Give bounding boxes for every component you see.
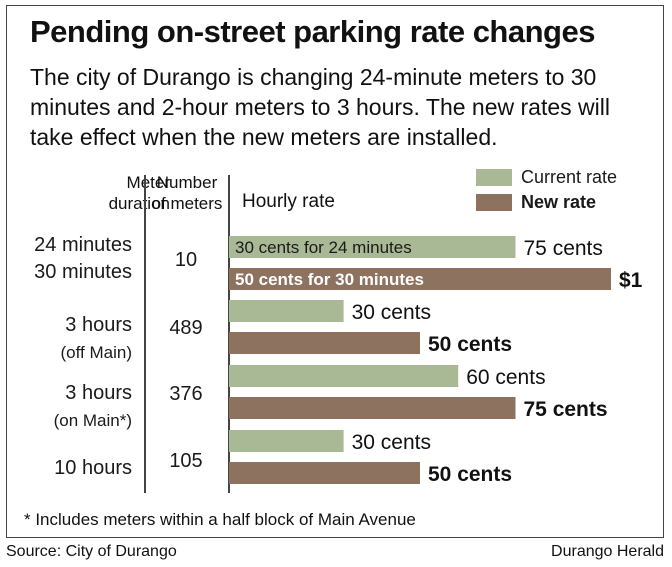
row-meter-count: 105 [169, 450, 203, 472]
row-meter-count: 489 [169, 317, 203, 339]
value-label-current: 75 cents [524, 237, 603, 260]
legend-label-current: Current rate [521, 167, 618, 187]
header-number-of-meters: Number of meters [146, 172, 228, 214]
bar-inner-label: 30 cents for 24 minutes [235, 238, 412, 257]
row-duration: 3 hours (off Main) [20, 312, 133, 366]
legend-swatch-new [476, 194, 512, 211]
publisher-credit: Durango Herald [551, 543, 664, 560]
chart-subtitle: The city of Durango is changing 24-minut… [30, 64, 610, 150]
bar-new-rate [229, 462, 420, 484]
row-duration-line2: 30 minutes [34, 261, 132, 283]
footnote: * Includes meters within a half block of… [24, 510, 416, 529]
bar-current-rate [229, 236, 516, 258]
row-duration-line1: 3 hours [65, 382, 132, 404]
bar-inner-label: 50 cents for 30 minutes [235, 270, 424, 289]
column-divider-1 [144, 175, 146, 493]
legend-label-new: New rate [521, 192, 597, 212]
bar-new-rate [229, 332, 420, 354]
chart-title: Pending on-street parking rate changes [30, 14, 595, 49]
bar-new-rate [229, 268, 611, 290]
value-label-current: 30 cents [352, 301, 431, 324]
value-label-current: 60 cents [466, 366, 545, 389]
row-duration: 24 minutes 30 minutes [20, 232, 132, 286]
row-meter-count: 376 [169, 383, 203, 405]
legend-swatch-current [476, 169, 512, 186]
bar-new-rate [229, 397, 516, 419]
header-number-line2: of meters [151, 194, 223, 213]
bar-current-rate [229, 365, 459, 387]
header-duration-line1: Meter [126, 173, 170, 192]
header-meter-duration: Meter duration [62, 172, 170, 214]
row-duration-line1: 24 minutes [34, 234, 132, 256]
row-meter-count: 10 [174, 249, 198, 271]
legend-item-current: Current rate [476, 165, 617, 190]
row-duration-line2: (off Main) [60, 343, 133, 362]
row-duration: 10 hours [20, 455, 132, 482]
bar-current-rate [229, 300, 344, 322]
value-label-current: 30 cents [352, 431, 431, 454]
row-duration: 3 hours (on Main*) [20, 380, 132, 434]
header-duration-line2: duration [108, 194, 170, 213]
legend-item-new: New rate [476, 190, 617, 215]
value-label-new: $1 [619, 269, 643, 292]
row-duration-line1: 3 hours [65, 314, 132, 336]
legend: Current rate New rate [476, 165, 617, 215]
source-credit: Source: City of Durango [6, 543, 177, 560]
row-duration-line2: (on Main*) [53, 411, 132, 430]
bar-current-rate [229, 430, 344, 452]
header-hourly-rate: Hourly rate [242, 191, 335, 212]
value-label-new: 75 cents [524, 398, 608, 421]
value-label-new: 50 cents [428, 333, 512, 356]
column-divider-2 [228, 175, 230, 493]
header-number-line1: Number [156, 173, 218, 192]
value-label-new: 50 cents [428, 463, 512, 486]
row-duration-line1: 10 hours [54, 457, 132, 479]
